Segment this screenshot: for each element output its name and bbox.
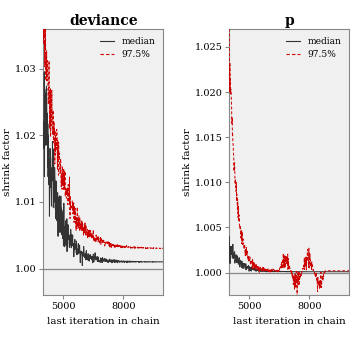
- X-axis label: last iteration in chain: last iteration in chain: [47, 317, 159, 326]
- X-axis label: last iteration in chain: last iteration in chain: [233, 317, 346, 326]
- Title: p: p: [284, 14, 294, 28]
- Y-axis label: shrink factor: shrink factor: [3, 128, 12, 196]
- Legend: median, 97.5%: median, 97.5%: [283, 33, 345, 63]
- Title: deviance: deviance: [69, 14, 138, 28]
- Legend: median, 97.5%: median, 97.5%: [97, 33, 159, 63]
- Y-axis label: shrink factor: shrink factor: [183, 128, 192, 196]
